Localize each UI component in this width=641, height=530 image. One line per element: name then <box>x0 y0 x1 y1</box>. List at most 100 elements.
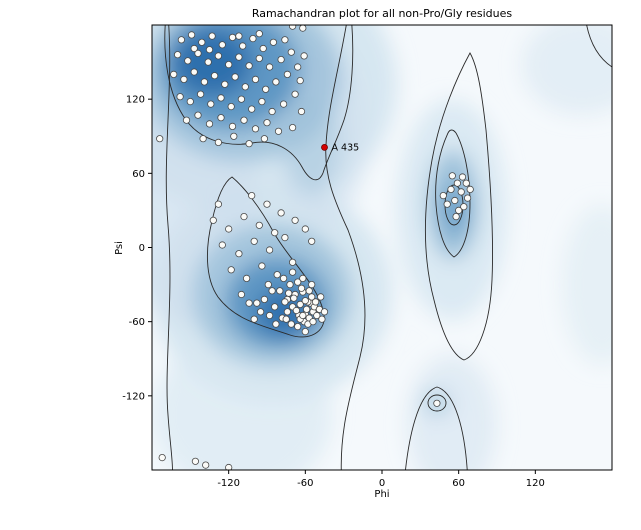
residue-point <box>239 42 247 50</box>
residue-point <box>174 51 182 59</box>
y-tick-label: 60 <box>132 169 145 180</box>
residue-point <box>250 237 258 245</box>
highlight-point <box>321 143 328 151</box>
residue-point <box>255 30 263 38</box>
residue-point <box>283 70 291 79</box>
residue-point <box>286 280 294 289</box>
residue-point <box>235 250 243 258</box>
residue-point <box>308 280 316 289</box>
residue-point <box>198 38 206 46</box>
y-tick-label: 120 <box>126 95 145 106</box>
density-contour <box>425 52 493 361</box>
residue-point <box>202 461 210 469</box>
residue-point <box>301 225 309 233</box>
residue-point <box>466 185 474 193</box>
residue-point <box>243 274 251 282</box>
residue-point <box>271 229 279 237</box>
x-tick-label: 0 <box>379 478 385 489</box>
residue-point <box>453 179 461 187</box>
x-tick-label: -120 <box>217 478 240 489</box>
residue-point <box>251 125 260 133</box>
residue-point <box>184 57 192 65</box>
residue-point <box>443 200 451 208</box>
residue-point <box>204 58 212 66</box>
residue-point <box>300 52 308 60</box>
residue-point <box>448 172 456 180</box>
residue-point <box>447 185 455 193</box>
residue-point <box>180 75 188 84</box>
residue-point <box>259 44 267 53</box>
residue-point <box>228 122 237 131</box>
residue-point <box>276 287 284 295</box>
residue-point <box>245 140 253 148</box>
residue-point <box>279 274 288 282</box>
y-tick-label: 0 <box>139 243 145 254</box>
residue-point <box>260 135 268 143</box>
residue-point <box>191 457 199 465</box>
residue-point <box>227 103 235 111</box>
residue-point <box>292 306 300 315</box>
residue-point <box>265 63 274 71</box>
residue-point <box>249 34 257 43</box>
residue-point <box>225 225 233 233</box>
residue-point <box>271 303 279 311</box>
residue-point <box>294 322 302 331</box>
residue-point <box>274 127 283 135</box>
residue-point <box>277 209 285 217</box>
density-contour <box>427 394 447 412</box>
highlight-layer: A 435 <box>321 142 359 153</box>
residue-point <box>248 105 256 113</box>
residue-point <box>291 216 299 224</box>
x-axis-label: Phi <box>374 489 389 500</box>
y-tick-label: -60 <box>129 317 145 328</box>
residue-point <box>158 453 166 462</box>
residue-point <box>277 55 285 64</box>
residue-point <box>221 80 229 88</box>
residue-point <box>253 299 261 307</box>
residue-point <box>235 53 243 61</box>
residue-point <box>296 300 304 308</box>
y-axis-label: Psi <box>114 241 125 255</box>
residue-point <box>264 280 272 289</box>
residue-point <box>460 203 468 211</box>
residue-point <box>211 72 219 80</box>
residue-point <box>177 36 185 44</box>
residue-point <box>439 192 447 200</box>
density-blob <box>442 184 468 236</box>
residue-point <box>283 308 291 316</box>
residue-point <box>245 299 253 307</box>
residue-point <box>214 138 222 146</box>
density-contour <box>164 25 354 181</box>
residue-point <box>290 294 298 302</box>
residue-point <box>457 188 465 196</box>
residue-point <box>458 173 467 181</box>
density-contour <box>165 25 173 470</box>
residue-point <box>318 315 326 323</box>
residue-point <box>265 311 274 320</box>
residue-point <box>311 298 320 306</box>
residue-point <box>245 62 253 70</box>
residue-point <box>263 200 271 208</box>
residue-point <box>176 93 184 101</box>
density-contour <box>405 386 468 470</box>
density-contour <box>325 25 366 470</box>
residue-point <box>281 36 289 44</box>
residue-point <box>282 315 290 323</box>
y-tick-label: -120 <box>122 391 145 402</box>
residue-point <box>297 107 306 116</box>
residue-point <box>231 73 239 81</box>
residue-point <box>287 48 295 56</box>
residue-point <box>240 116 248 124</box>
residue-point <box>263 119 271 127</box>
residue-point <box>301 297 309 305</box>
residue-point <box>302 305 311 313</box>
residue-point <box>240 213 248 221</box>
residue-point <box>188 31 196 39</box>
residue-point <box>227 266 235 274</box>
residue-point <box>313 311 321 320</box>
residue-point <box>199 135 207 143</box>
residue-point <box>294 63 302 71</box>
residue-point <box>214 200 222 208</box>
